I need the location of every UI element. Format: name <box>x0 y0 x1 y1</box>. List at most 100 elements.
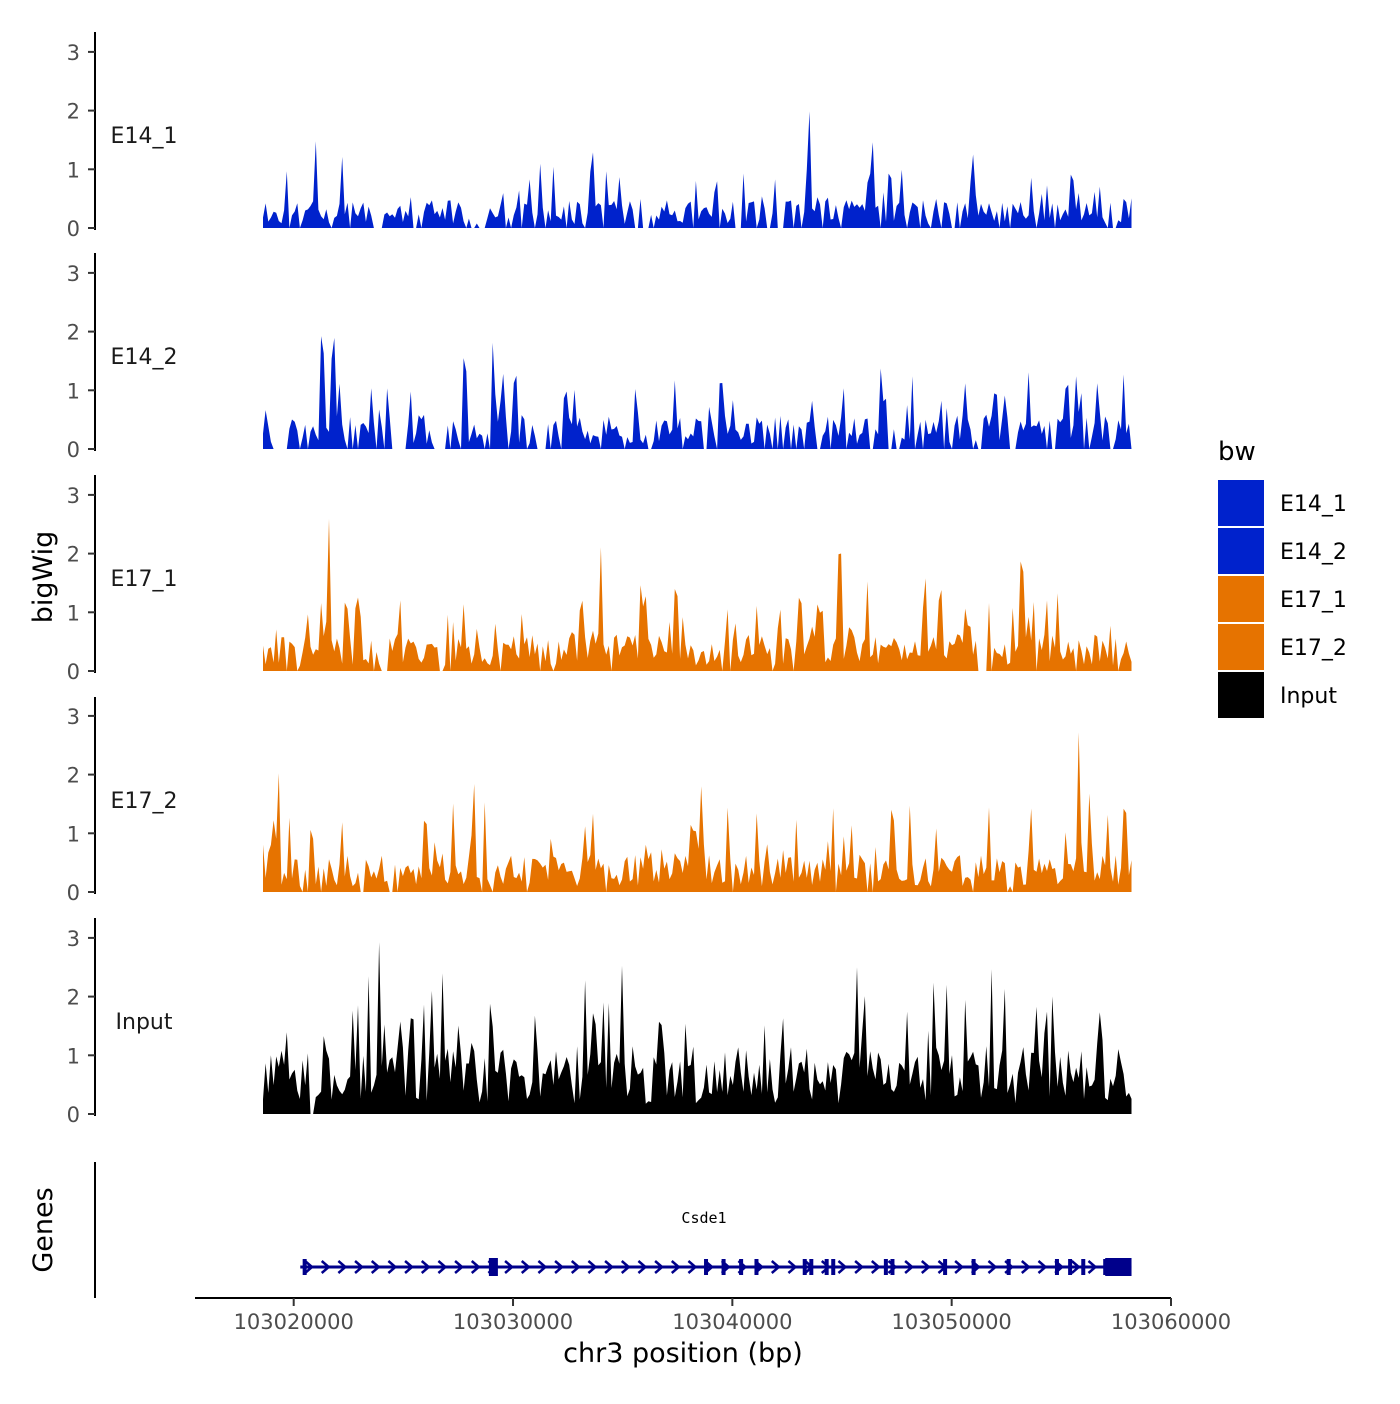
track-E14_1: 0 1 2 3 E14_1 <box>67 32 1132 241</box>
track-E17_2: 0 1 2 3 E17_2 <box>67 697 1132 905</box>
strand-arrow <box>604 1260 615 1274</box>
y-tick-label: 3 <box>67 484 80 508</box>
track-Input: 0 1 2 3 Input <box>67 918 1132 1127</box>
legend-swatch <box>1218 576 1264 622</box>
legend-swatch <box>1218 480 1264 526</box>
strand-arrow <box>904 1260 915 1274</box>
y-tick-label: 0 <box>67 438 80 462</box>
coverage-area-Input <box>263 942 1132 1114</box>
strand-arrow <box>337 1260 348 1274</box>
y-tick-label: 0 <box>67 660 80 684</box>
y-tick-label: 3 <box>67 41 80 65</box>
gene-exon <box>824 1259 829 1275</box>
strand-arrow <box>554 1260 565 1274</box>
strand-arrow <box>1087 1260 1098 1274</box>
strand-arrow <box>670 1260 681 1274</box>
y-tick-label: 0 <box>67 1103 80 1127</box>
y-tick-label: 2 <box>67 321 80 345</box>
strand-arrow <box>387 1260 398 1274</box>
strand-arrow <box>654 1260 665 1274</box>
strand-arrow <box>837 1260 848 1274</box>
gene-track: Genes Csde1 <box>28 1162 1132 1298</box>
strand-arrow <box>570 1260 581 1274</box>
legend-label: E14_1 <box>1280 492 1347 517</box>
gene-exon <box>883 1259 888 1275</box>
legend-item: E17_1 <box>1218 576 1347 622</box>
legend-label: E17_1 <box>1280 588 1347 613</box>
y-tick-label: 2 <box>67 100 80 124</box>
x-axis-title: chr3 position (bp) <box>563 1338 803 1369</box>
x-tick-label: 103040000 <box>672 1310 792 1334</box>
legend-item: E14_1 <box>1218 480 1347 526</box>
gene-exon <box>739 1259 744 1275</box>
gene-exon <box>943 1259 948 1275</box>
y-tick-label: 2 <box>67 764 80 788</box>
strand-arrow <box>787 1260 798 1274</box>
legend-swatch <box>1218 528 1264 574</box>
strand-arrow <box>370 1260 381 1274</box>
strand-arrow <box>820 1260 831 1274</box>
legend-title: bw <box>1218 437 1256 467</box>
coverage-area-E17_1 <box>263 518 1132 671</box>
gene-exon <box>754 1259 759 1275</box>
strand-arrow <box>620 1260 631 1274</box>
strand-arrow <box>454 1260 464 1274</box>
y-tick-label: 1 <box>67 1044 80 1068</box>
track-label: E17_2 <box>111 789 178 814</box>
gene-exon <box>1081 1259 1086 1275</box>
gene-track-label: Genes <box>28 1187 59 1272</box>
strand-arrow <box>920 1260 931 1274</box>
gene-exon <box>302 1259 307 1275</box>
strand-arrow <box>637 1260 648 1274</box>
track-label: Input <box>116 1010 173 1035</box>
strand-arrow <box>404 1260 414 1274</box>
strand-arrow <box>1020 1260 1031 1274</box>
track-label: E17_1 <box>111 567 178 592</box>
strand-arrow <box>504 1260 514 1274</box>
track-label: E14_2 <box>111 345 178 370</box>
strand-arrow <box>320 1260 331 1274</box>
gene-exon <box>721 1259 726 1275</box>
gene-utr-block <box>1105 1258 1132 1276</box>
strand-arrow <box>354 1260 364 1274</box>
strand-arrow <box>870 1260 881 1274</box>
strand-arrow <box>1037 1260 1048 1274</box>
strand-arrow <box>770 1260 781 1274</box>
coverage-area-E17_2 <box>263 732 1132 892</box>
x-tick-label: 103030000 <box>453 1310 573 1334</box>
track-label: E14_1 <box>111 124 178 149</box>
y-tick-label: 1 <box>67 601 80 625</box>
gene-exon <box>809 1259 814 1275</box>
gene-exon <box>802 1259 807 1275</box>
strand-arrow <box>304 1260 314 1274</box>
y-tick-label: 0 <box>67 881 80 905</box>
strand-arrow <box>987 1260 998 1274</box>
gene-model <box>300 1258 1132 1276</box>
y-tick-label: 0 <box>67 217 80 241</box>
strand-arrow <box>537 1260 548 1274</box>
legend-item: E14_2 <box>1218 528 1347 574</box>
gene-exon <box>488 1258 498 1276</box>
gene-exon <box>1006 1259 1011 1275</box>
legend-item: E17_2 <box>1218 624 1347 670</box>
track-E17_1: 0 1 2 3 E17_1 <box>67 475 1132 684</box>
legend-swatch <box>1218 672 1264 718</box>
x-tick-label: 103020000 <box>234 1310 354 1334</box>
y-tick-label: 3 <box>67 927 80 951</box>
gene-exon <box>971 1259 976 1275</box>
y-tick-label: 1 <box>67 379 80 403</box>
x-tick-label: 103050000 <box>892 1310 1012 1334</box>
y-tick-label: 1 <box>67 158 80 182</box>
signal-tracks: 0 1 2 3 E14_1 0 1 2 3 E14_2 0 1 2 3 E17_1 0 1 2 3 E17_2 0 1 2 3… <box>67 32 1132 1127</box>
legend-swatch <box>1218 624 1264 670</box>
legend: bw E14_1 E14_2 E17_1 E17_2 Input <box>1218 437 1347 718</box>
coverage-area-E14_1 <box>263 111 1132 228</box>
gene-exon <box>704 1259 709 1275</box>
coverage-area-E14_2 <box>263 336 1132 449</box>
legend-label: Input <box>1280 684 1337 709</box>
gene-exon <box>831 1259 836 1275</box>
y-tick-label: 3 <box>67 705 80 729</box>
strand-arrow <box>520 1260 531 1274</box>
y-tick-label: 2 <box>67 986 80 1010</box>
strand-arrow <box>420 1260 431 1274</box>
